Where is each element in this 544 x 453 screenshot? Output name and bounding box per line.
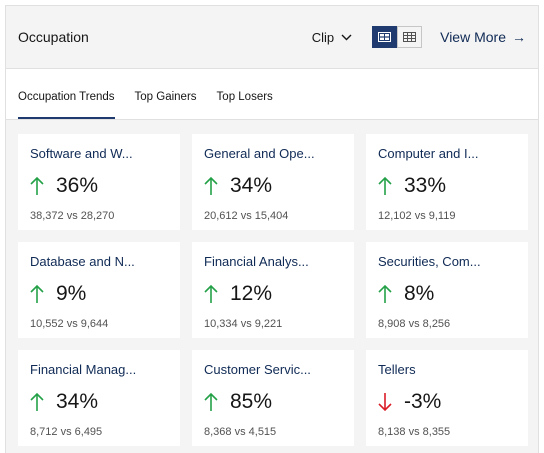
card-title: Software and W...: [30, 146, 133, 161]
arrow-up-icon: [30, 176, 44, 195]
card-comparison: 20,612 vs 15,404: [204, 210, 289, 222]
card-value-row: 33%: [378, 172, 516, 200]
card-title: Database and N...: [30, 254, 135, 269]
view-more-label: View More: [440, 29, 506, 45]
card-comparison: 8,908 vs 8,256: [378, 318, 451, 330]
arrow-up-icon: [378, 284, 392, 303]
panel-title: Occupation: [18, 29, 89, 45]
card-title: General and Ope...: [204, 146, 315, 161]
change-percent: 85%: [230, 390, 273, 413]
tab-top-losers[interactable]: Top Losers: [216, 91, 273, 103]
occupation-card[interactable]: Financial Analys... 12% 10,334 vs 9,221: [192, 242, 354, 338]
card-comparison: 8,138 vs 8,355: [378, 426, 451, 438]
card-comparison: 38,372 vs 28,270: [30, 210, 115, 222]
card-comparison: 8,712 vs 6,495: [30, 426, 103, 438]
card-title: Tellers: [378, 362, 416, 377]
arrow-up-icon: [204, 176, 218, 195]
occupation-card[interactable]: Customer Servic... 85% 8,368 vs 4,515: [192, 350, 354, 446]
table-view-button[interactable]: [397, 26, 423, 48]
change-percent: 36%: [56, 174, 99, 197]
arrow-up-icon: [204, 392, 218, 411]
card-view-button[interactable]: [372, 26, 398, 48]
card-comparison: 10,552 vs 9,644: [30, 318, 109, 330]
change-percent: 34%: [56, 390, 99, 413]
card-view-icon: [378, 32, 392, 42]
card-value-row: 34%: [30, 388, 168, 416]
occupation-card[interactable]: Financial Manag... 34% 8,712 vs 6,495: [18, 350, 180, 446]
change-percent: 8%: [404, 282, 435, 305]
change-percent: 33%: [404, 174, 447, 197]
card-value-row: 85%: [204, 388, 342, 416]
card-value-row: 36%: [30, 172, 168, 200]
occupation-card-grid: Software and W... 36% 38,372 vs 28,270 Gene…: [18, 134, 530, 446]
occupation-card[interactable]: Database and N... 9% 10,552 vs 9,644: [18, 242, 180, 338]
panel-header: Occupation Clip: [6, 6, 538, 68]
occupation-card[interactable]: Securities, Com... 8% 8,908 vs 8,256: [366, 242, 528, 338]
arrow-up-icon: [30, 284, 44, 303]
arrow-down-icon: [378, 393, 392, 412]
clip-dropdown[interactable]: Clip: [312, 30, 352, 45]
occupation-panel: Occupation Clip: [5, 5, 539, 453]
card-comparison: 10,334 vs 9,221: [204, 318, 283, 330]
change-percent: 34%: [230, 174, 273, 197]
card-value-row: 9%: [30, 280, 168, 308]
occupation-card[interactable]: General and Ope... 34% 20,612 vs 15,404: [192, 134, 354, 230]
chevron-down-icon: [341, 34, 352, 40]
occupation-card[interactable]: Software and W... 36% 38,372 vs 28,270: [18, 134, 180, 230]
card-title: Computer and I...: [378, 146, 479, 161]
occupation-card[interactable]: Computer and I... 33% 12,102 vs 9,119: [366, 134, 528, 230]
change-percent: 9%: [56, 282, 87, 305]
change-percent: 12%: [230, 282, 273, 305]
card-comparison: 8,368 vs 4,515: [204, 426, 277, 438]
card-value-row: 34%: [204, 172, 342, 200]
card-value-row: 8%: [378, 280, 516, 308]
occupation-card[interactable]: Tellers -3% 8,138 vs 8,355: [366, 350, 528, 446]
card-value-row: -3%: [378, 388, 516, 416]
arrow-up-icon: [204, 284, 218, 303]
view-toggle: [372, 26, 423, 48]
card-title: Customer Servic...: [204, 362, 311, 377]
card-comparison: 12,102 vs 9,119: [378, 210, 456, 222]
clip-label: Clip: [311, 29, 335, 45]
card-value-row: 12%: [204, 280, 342, 308]
tab-top-gainers[interactable]: Top Gainers: [134, 91, 197, 103]
card-title: Financial Manag...: [30, 362, 137, 377]
view-more-link[interactable]: View More →: [440, 29, 526, 45]
tab-bar: Occupation Trends Top Gainers Top Losers: [6, 68, 538, 120]
arrow-right-icon: →: [512, 29, 526, 45]
card-title: Securities, Com...: [378, 254, 481, 269]
change-percent: -3%: [404, 390, 442, 413]
arrow-up-icon: [378, 176, 392, 195]
tab-occupation-trends[interactable]: Occupation Trends: [18, 91, 115, 119]
table-view-icon: [403, 32, 417, 42]
card-title: Financial Analys...: [204, 254, 309, 269]
arrow-up-icon: [30, 392, 44, 411]
